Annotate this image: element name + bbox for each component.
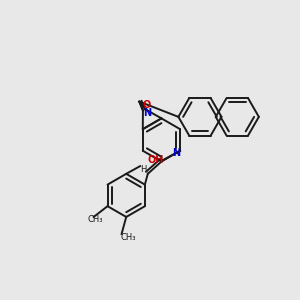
Text: N: N xyxy=(172,148,180,158)
Text: N: N xyxy=(143,108,151,118)
Text: H: H xyxy=(140,165,146,174)
Text: CH₃: CH₃ xyxy=(88,214,103,224)
Text: OH: OH xyxy=(148,155,164,165)
Text: O: O xyxy=(142,100,151,110)
Text: CH₃: CH₃ xyxy=(120,233,136,242)
